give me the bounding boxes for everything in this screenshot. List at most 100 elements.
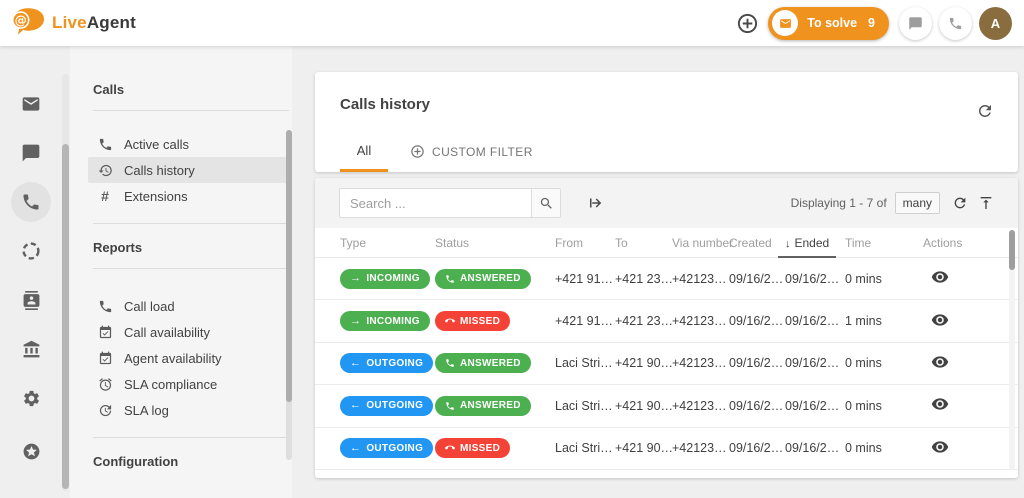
- type-badge: ← OUTGOING: [340, 438, 434, 459]
- submenu-scrollbar[interactable]: [286, 130, 292, 460]
- phone-icon: [444, 315, 456, 327]
- status-badge: ANSWERED: [435, 395, 531, 416]
- table-row[interactable]: → INCOMING ANSWERED +421 91… +421 23… +42…: [315, 258, 1018, 301]
- tab-custom-filter-label: CUSTOM FILTER: [432, 144, 533, 159]
- star-circle-icon: [23, 443, 39, 459]
- search-input[interactable]: [339, 188, 531, 218]
- submenu-item-label: Call load: [124, 298, 175, 314]
- cell-via: +42123…: [672, 271, 727, 286]
- submenu-item-call-load[interactable]: Call load: [88, 293, 287, 319]
- table-refresh-button[interactable]: [952, 195, 968, 211]
- bank-icon: [23, 340, 39, 357]
- phone-icon: [96, 135, 114, 153]
- column-header-to[interactable]: To: [615, 235, 628, 250]
- cell-created: 09/16/2…: [729, 356, 784, 371]
- submenu-item-extensions[interactable]: # Extensions: [88, 183, 287, 209]
- sidebar-item-online-visitors[interactable]: [11, 231, 51, 271]
- forward-arrow-button[interactable]: [587, 194, 605, 212]
- search-button[interactable]: [531, 188, 561, 218]
- view-call-button[interactable]: [931, 268, 949, 286]
- column-header-ended[interactable]: ↓ Ended: [778, 236, 845, 258]
- sidebar-item-chats[interactable]: [11, 133, 51, 173]
- status-badge: MISSED: [435, 438, 511, 459]
- gear-icon: [23, 390, 39, 406]
- history-icon: [96, 161, 114, 179]
- view-call-button[interactable]: [931, 353, 949, 371]
- to-solve-button[interactable]: To solve 9: [768, 6, 889, 40]
- many-button[interactable]: many: [894, 192, 940, 214]
- chats-button[interactable]: [899, 6, 932, 40]
- sidebar-scrollbar[interactable]: [62, 74, 69, 491]
- table-scrollbar[interactable]: [1009, 230, 1015, 470]
- column-header-type[interactable]: Type: [340, 235, 367, 250]
- top-navbar: @ LiveAgent To solve 9 A: [0, 0, 1024, 46]
- table-row[interactable]: → INCOMING MISSED +421 91… +421 23… +4212…: [315, 300, 1018, 343]
- cell-ended: 09/16/2…: [785, 441, 840, 456]
- cell-time: 0 mins: [845, 356, 882, 371]
- avatar[interactable]: A: [979, 6, 1012, 40]
- sidebar-item-calls[interactable]: [11, 182, 51, 222]
- column-header-time[interactable]: Time: [845, 235, 872, 250]
- eye-icon: [931, 356, 949, 368]
- column-header-status[interactable]: Status: [435, 235, 470, 250]
- sidebar-item-customers[interactable]: [11, 280, 51, 320]
- cell-created: 09/16/2…: [729, 314, 784, 329]
- submenu-item-call-availability[interactable]: Call availability: [88, 319, 287, 345]
- column-header-from[interactable]: From: [555, 235, 583, 250]
- submenu-heading-reports: Reports: [93, 240, 143, 255]
- submenu-item-label: SLA compliance: [124, 376, 218, 392]
- sidebar-item-upgrade[interactable]: [11, 431, 51, 471]
- usage-ring-icon: [22, 242, 40, 260]
- table-row[interactable]: ← OUTGOING ANSWERED Laci Stri… +421 90… +…: [315, 343, 1018, 386]
- submenu-heading-configuration: Configuration: [93, 454, 179, 469]
- calendar-check-icon: [96, 349, 114, 367]
- calls-button[interactable]: [939, 6, 972, 40]
- type-badge: → INCOMING: [340, 268, 430, 289]
- calls-submenu: Calls Active calls Calls history # Exten…: [70, 46, 292, 498]
- svg-text:@: @: [15, 13, 27, 27]
- refresh-button[interactable]: [976, 102, 994, 120]
- submenu-item-sla-log[interactable]: SLA log: [88, 397, 287, 423]
- table-row[interactable]: ← OUTGOING ANSWERED Laci Stri… +421 90… +…: [315, 385, 1018, 428]
- chat-icon: [909, 16, 922, 30]
- submenu-item-agent-availability[interactable]: Agent availability: [88, 345, 287, 371]
- cell-created: 09/16/2…: [729, 398, 784, 413]
- table-scrollbar-thumb[interactable]: [1009, 230, 1015, 270]
- chat-icon: [22, 144, 40, 162]
- cell-ended: 09/16/2…: [785, 271, 840, 286]
- cell-time: 0 mins: [845, 271, 882, 286]
- view-call-button[interactable]: [931, 438, 949, 456]
- sidebar-item-settings[interactable]: [11, 378, 51, 418]
- column-header-via-number[interactable]: Via number: [672, 235, 734, 250]
- submenu-item-active-calls[interactable]: Active calls: [88, 131, 287, 157]
- submenu-item-label: Agent availability: [124, 350, 222, 366]
- calls-history-table-card: Displaying 1 - 7 of many Type Status Fro…: [315, 178, 1018, 478]
- refresh-icon: [954, 197, 966, 209]
- cell-to: +421 23…: [615, 314, 672, 329]
- column-header-created[interactable]: Created: [729, 235, 772, 250]
- view-call-button[interactable]: [931, 395, 949, 413]
- mail-icon: [22, 97, 40, 111]
- tab-custom-filter[interactable]: CUSTOM FILTER: [410, 144, 533, 172]
- hash-icon: #: [101, 188, 109, 204]
- add-new-button[interactable]: [734, 10, 760, 36]
- tab-all[interactable]: All: [340, 143, 388, 172]
- tab-bar: All CUSTOM FILTER: [340, 143, 533, 172]
- table-row[interactable]: ← OUTGOING MISSED Laci Stri… +421 90… +42…: [315, 428, 1018, 470]
- sidebar-item-tickets[interactable]: [11, 84, 51, 124]
- divider: [93, 110, 289, 111]
- to-solve-label: To solve: [807, 16, 858, 30]
- submenu-heading-calls: Calls: [93, 82, 125, 97]
- submenu-scrollbar-thumb[interactable]: [286, 130, 292, 402]
- phone-icon: [23, 194, 39, 210]
- scroll-to-top-button[interactable]: [978, 195, 994, 211]
- view-call-button[interactable]: [931, 311, 949, 329]
- forward-arrow-icon: [590, 198, 602, 208]
- type-badge: ← OUTGOING: [340, 353, 434, 374]
- submenu-item-sla-compliance[interactable]: SLA compliance: [88, 371, 287, 397]
- sidebar-scrollbar-thumb[interactable]: [62, 144, 69, 489]
- sidebar-item-knowledgebase[interactable]: [11, 329, 51, 369]
- submenu-item-calls-history[interactable]: Calls history: [88, 157, 287, 183]
- submenu-item-label: Active calls: [124, 136, 190, 152]
- refresh-icon: [979, 105, 991, 117]
